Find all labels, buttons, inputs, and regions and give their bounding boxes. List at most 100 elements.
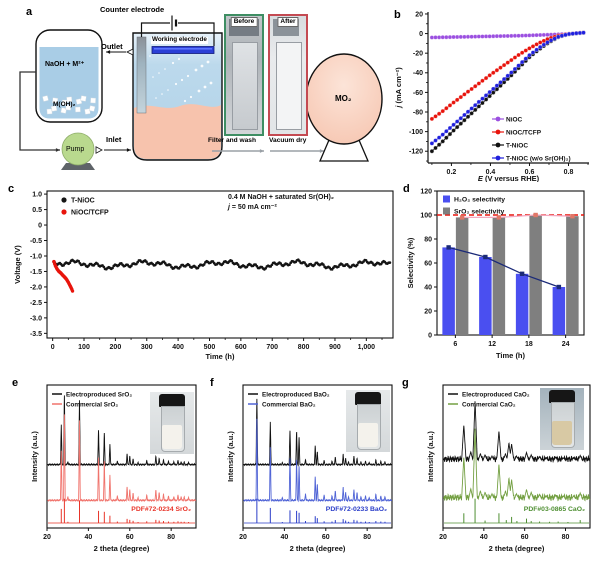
svg-text:-20: -20 [413, 51, 423, 58]
vial-cap [159, 394, 185, 407]
electrolysis-cell [132, 32, 223, 161]
svg-text:200: 200 [110, 344, 122, 351]
panel-a-label: a [26, 6, 33, 18]
svg-text:0.4: 0.4 [486, 169, 496, 176]
xrd-trace-1 [243, 418, 393, 503]
reservoir-tank [35, 29, 103, 123]
svg-text:20: 20 [43, 534, 51, 541]
series-T-NiOC (w/o Sr(OH)₂) [429, 30, 586, 146]
svg-text:40: 40 [280, 534, 288, 541]
svg-text:Commercial SrO₂: Commercial SrO₂ [66, 401, 118, 408]
svg-text:-120: -120 [409, 149, 423, 156]
particle-speckles [149, 55, 213, 103]
svg-text:900: 900 [329, 344, 341, 351]
xrd-trace-2 [444, 498, 589, 524]
svg-text:T-NiOC (w/o Sr(OH)₂): T-NiOC (w/o Sr(OH)₂) [506, 155, 571, 162]
bar-SrO₂ selectivity [566, 216, 579, 335]
svg-text:Commercial BaO₂: Commercial BaO₂ [262, 401, 316, 408]
panel-g-label: g [402, 377, 409, 389]
svg-text:0.4 M NaOH + saturated Sr(OH)₂: 0.4 M NaOH + saturated Sr(OH)₂ [228, 194, 334, 201]
svg-text:60: 60 [424, 260, 432, 267]
svg-text:80: 80 [167, 534, 175, 541]
svg-text:40: 40 [424, 284, 432, 291]
svg-text:600: 600 [235, 344, 247, 351]
counter-electrode-label: Counter electrode [100, 5, 165, 14]
svg-text:60: 60 [322, 534, 330, 541]
svg-text:2 theta (degree): 2 theta (degree) [94, 544, 150, 553]
svg-text:-0.5: -0.5 [30, 238, 42, 245]
svg-text:60: 60 [521, 534, 529, 541]
xrd-trace-2 [244, 498, 391, 524]
svg-text:1.0: 1.0 [32, 191, 42, 198]
svg-text:12: 12 [488, 341, 496, 348]
svg-text:j = 50 mA cm⁻²: j = 50 mA cm⁻² [227, 204, 277, 211]
xrd-trace-0 [243, 398, 393, 467]
svg-text:0.2: 0.2 [447, 169, 457, 176]
bar-SrO₂ selectivity [455, 217, 469, 335]
svg-text:0.8: 0.8 [564, 169, 574, 176]
svg-text:500: 500 [204, 344, 216, 351]
svg-text:2 theta (degree): 2 theta (degree) [489, 544, 545, 553]
svg-text:120: 120 [420, 188, 432, 195]
legend: H₂O₂ selectivity SrO₂ selectivity [443, 195, 505, 215]
bar-H₂O₂ selectivity [442, 247, 455, 335]
pdf-reference-label: PDF#72-0234 SrO₂ [131, 506, 191, 513]
vial-cap [549, 390, 575, 403]
svg-text:H₂O₂ selectivity: H₂O₂ selectivity [454, 196, 505, 203]
svg-text:20: 20 [415, 11, 423, 18]
before-photo: Before [224, 14, 264, 136]
precipitate-layer [134, 104, 221, 159]
svg-text:Electroproduced BaO₂: Electroproduced BaO₂ [262, 391, 330, 398]
legend: T-NiOC NiOC/TCFP [61, 197, 109, 216]
vial-cap [355, 392, 381, 405]
panel-e-chart: 20 40 60 80 2 theta (degree) Intensity (a.u.)… [30, 384, 197, 553]
axes: 20 40 60 80 2 theta (degree) Intensity (a.u.) [226, 384, 393, 553]
product-label: MO₂ [335, 94, 352, 103]
svg-text:6: 6 [453, 341, 457, 348]
svg-text:NiOC/TCFP: NiOC/TCFP [506, 129, 542, 136]
panel-b-chart: 0.2 0.4 0.6 0.8 20 0 -20 -40 -60 -80 -100 -120 E (V … [394, 11, 589, 182]
line-H₂O₂ selectivity [446, 245, 562, 290]
svg-text:-80: -80 [413, 109, 423, 116]
svg-text:T-NiOC: T-NiOC [71, 197, 95, 204]
counter-electrode-bar [136, 36, 147, 114]
axes: 0 100 200 300 400 500 600 700 800 900 1,000 1.0 0.5 0… [13, 190, 394, 361]
bars [442, 215, 579, 335]
svg-text:0: 0 [38, 222, 42, 229]
svg-text:18: 18 [525, 341, 533, 348]
svg-text:-2.0: -2.0 [30, 284, 42, 291]
cuvette [232, 42, 258, 130]
legend: Electroproduced SrO₂ Commercial SrO₂ [52, 391, 132, 408]
axes: 20 40 60 80 2 theta (degree) Intensity (a.u.) [426, 384, 591, 553]
svg-text:-60: -60 [413, 90, 423, 97]
svg-text:0: 0 [51, 344, 55, 351]
svg-text:Electroproduced SrO₂: Electroproduced SrO₂ [66, 391, 132, 398]
before-tag: Before [230, 17, 258, 27]
hydroxide-label: M(OH)₂ [53, 101, 76, 108]
svg-text:20: 20 [239, 534, 247, 541]
svg-text:-1.5: -1.5 [30, 269, 42, 276]
svg-text:400: 400 [172, 344, 184, 351]
svg-text:40: 40 [84, 534, 92, 541]
svg-text:j (mA cm⁻²): j (mA cm⁻²) [394, 67, 403, 109]
pdf-reference-label: PDF#03-0865 CaO₂ [524, 506, 585, 513]
panel-c-chart: 0 100 200 300 400 500 600 700 800 900 1,000 1.0 0.5 0… [13, 190, 394, 361]
panel-c-label: c [8, 183, 15, 195]
working-electrode-bar [151, 46, 215, 54]
line-SrO₂ selectivity [459, 212, 575, 220]
svg-text:80: 80 [424, 236, 432, 243]
svg-text:Intensity (a.u.): Intensity (a.u.) [426, 431, 435, 482]
svg-text:-40: -40 [413, 70, 423, 77]
after-photo: After [268, 14, 308, 136]
vial-powder [162, 425, 182, 449]
vacuum-dry-label: Vacuum dry [269, 137, 307, 144]
panel-g-chart: 20 40 60 80 2 theta (degree) Intensity (a.u.)… [426, 384, 591, 553]
working-electrode-label: Working electrode [151, 36, 208, 44]
svg-text:100: 100 [420, 212, 432, 219]
panel-a-diagram [19, 15, 383, 170]
xrd-trace-0 [443, 401, 591, 464]
svg-text:Intensity (a.u.): Intensity (a.u.) [226, 431, 235, 482]
svg-text:T-NiOC: T-NiOC [506, 142, 528, 149]
after-tag: After [277, 17, 299, 27]
